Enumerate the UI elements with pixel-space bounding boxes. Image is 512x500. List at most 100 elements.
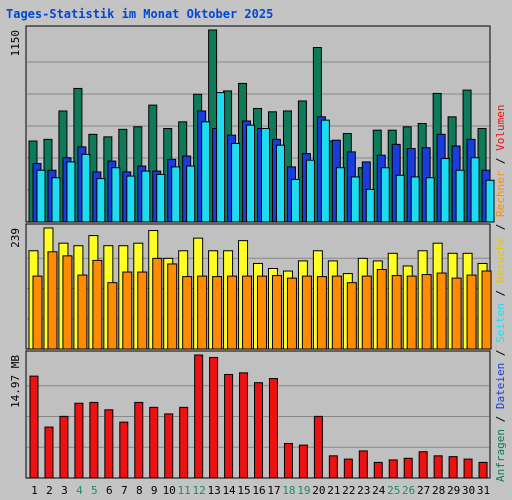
right-legend-label: Anfragen / Dateien / Seiten / Besuche / … [494, 104, 507, 482]
legend-entry: Seiten [494, 303, 507, 343]
bar-seiten [365, 188, 375, 223]
bar-volumen [74, 402, 84, 479]
bar-volumen [283, 442, 293, 479]
bar-seiten [261, 128, 271, 223]
y-max-label-visits: 239 [9, 228, 22, 248]
bar-seiten [320, 119, 330, 223]
bar-rechner [182, 276, 193, 350]
bar-seiten [141, 170, 151, 223]
x-tick-label: 13 [207, 484, 220, 497]
bar-seiten [216, 92, 226, 223]
x-tick-label: 30 [462, 484, 475, 497]
bar-rechner [212, 276, 223, 350]
bar-volumen [388, 459, 398, 479]
bar-rechner [286, 277, 297, 350]
x-tick-label: 5 [91, 484, 98, 497]
x-tick-label: 19 [297, 484, 310, 497]
legend-entry: / [494, 343, 507, 363]
x-tick-label: 2 [46, 484, 53, 497]
bar-rechner [197, 275, 208, 350]
bar-volumen [119, 421, 129, 479]
bar-rechner [242, 275, 253, 350]
bar-rechner [451, 277, 462, 350]
bar-volumen [403, 457, 413, 479]
bar-volumen [254, 382, 264, 479]
bar-rechner [346, 282, 357, 350]
bar-rechner [376, 269, 387, 350]
bar-volumen [373, 461, 383, 479]
bar-volumen [448, 456, 458, 479]
bar-seiten [440, 158, 450, 223]
x-tick-label: 22 [342, 484, 355, 497]
bar-rechner [421, 274, 432, 350]
bar-seiten [201, 121, 211, 223]
bar-volumen [298, 444, 308, 479]
bar-seiten [335, 167, 345, 223]
bar-volumen [104, 409, 114, 479]
x-tick-label: 4 [76, 484, 83, 497]
legend-entry: Volumen [494, 104, 507, 150]
bar-seiten [470, 157, 480, 223]
x-tick-label: 18 [282, 484, 295, 497]
bar-volumen [358, 450, 368, 479]
bar-volumen [134, 401, 144, 479]
bar-rechner [436, 272, 447, 350]
bar-volumen [29, 375, 39, 479]
bar-seiten [305, 159, 315, 223]
bar-volumen [44, 426, 54, 479]
bar-volumen [433, 455, 443, 479]
bar-volumen [268, 378, 278, 479]
bar-volumen [89, 401, 99, 479]
bar-rechner [481, 270, 492, 350]
bar-rechner [361, 275, 372, 350]
bar-seiten [410, 176, 420, 223]
x-tick-label: 24 [372, 484, 386, 497]
x-tick-label: 11 [178, 484, 191, 497]
legend-entry: / [494, 217, 507, 237]
bar-rechner [316, 276, 327, 350]
bar-seiten [66, 161, 76, 223]
bar-rechner [301, 275, 312, 350]
legend-entry: / [494, 409, 507, 429]
bar-seiten [231, 143, 241, 223]
bar-volumen [478, 461, 488, 479]
x-tick-label: 27 [417, 484, 430, 497]
x-tick-label: 10 [163, 484, 176, 497]
bar-rechner [92, 259, 103, 350]
bar-seiten [246, 124, 256, 223]
x-tick-label: 6 [106, 484, 113, 497]
x-tick-label: 12 [193, 484, 206, 497]
bar-seiten [126, 175, 136, 223]
bar-rechner [331, 275, 342, 350]
bar-volumen [343, 458, 353, 479]
bar-rechner [167, 263, 178, 350]
bar-seiten [455, 169, 465, 223]
bar-rechner [77, 274, 88, 350]
bar-seiten [81, 153, 91, 223]
bar-rechner [152, 257, 163, 350]
bar-volumen [239, 372, 249, 479]
bar-rechner [271, 275, 282, 350]
x-tick-label: 23 [357, 484, 370, 497]
bar-seiten [425, 177, 435, 223]
bar-seiten [186, 165, 196, 223]
x-tick-label: 1 [31, 484, 38, 497]
legend-entry: / [494, 151, 507, 171]
legend-entry: / [494, 283, 507, 303]
x-tick-label: 17 [267, 484, 280, 497]
bar-rechner [391, 275, 402, 350]
bar-rechner [137, 271, 148, 350]
x-tick-label: 16 [252, 484, 265, 497]
x-tick-label: 9 [151, 484, 158, 497]
bar-rechner [466, 274, 477, 350]
x-tick-label: 20 [312, 484, 325, 497]
legend-entry: Anfragen [494, 429, 507, 482]
x-tick-label: 31 [477, 484, 490, 497]
bar-seiten [290, 178, 300, 223]
bar-volumen [328, 455, 338, 479]
bar-volumen [313, 415, 323, 479]
bar-rechner [257, 275, 268, 350]
bar-seiten [96, 178, 106, 223]
